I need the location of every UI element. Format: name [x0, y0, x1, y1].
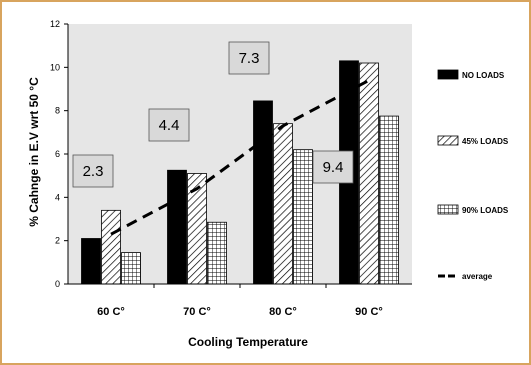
annotation-3: 7.3 [239, 50, 260, 67]
annotation-box-1 [72, 154, 114, 188]
bar-3-3 [293, 149, 313, 285]
y-tick-label-2: 2 [55, 236, 60, 246]
x-axis-label: Cooling Temperature [188, 335, 308, 349]
annotation-4: 9.4 [323, 159, 344, 176]
annotation-group: 2.3 4.4 7.3 9.4 [72, 41, 354, 188]
bar-1-1 [81, 238, 101, 285]
x-category-label-1: 60 C° [97, 306, 125, 318]
bar-3-1 [121, 252, 141, 285]
y-ticks-group: 0 2 4 6 8 10 12 [50, 19, 68, 289]
bar-2-1 [101, 209, 121, 285]
bar-1-3 [253, 100, 273, 285]
y-tick-label-5: 8 [55, 106, 60, 116]
legend-label-3: 90% LOADS [462, 206, 509, 215]
legend-swatch-3 [437, 204, 459, 215]
x-category-label-2: 70 C° [183, 306, 211, 318]
average-line-group [110, 79, 370, 236]
annotation-box-3 [228, 41, 270, 75]
x-category-label-4: 90 C° [355, 306, 383, 318]
annotation-box-4 [312, 150, 354, 184]
bar-3-4 [379, 115, 399, 285]
bars-group [81, 60, 399, 285]
average-line [110, 79, 370, 236]
legend: NO LOADS 45% LOADS 90% LOADS average [437, 69, 509, 281]
legend-swatch-1 [437, 69, 459, 80]
annotation-1: 2.3 [83, 163, 104, 180]
legend-swatch-2 [437, 135, 459, 146]
bar-1-2 [167, 169, 187, 285]
y-tick-label-7: 12 [50, 19, 60, 29]
annotation-2: 4.4 [159, 117, 180, 134]
y-axis-label: % Cahnge in E.V wrt 50 °C [27, 77, 41, 227]
legend-label-2: 45% LOADS [462, 137, 509, 146]
x-categories-group: 60 C° 70 C° 80 C° 90 C° [97, 284, 383, 318]
bar-2-3 [273, 123, 293, 285]
bar-2-4 [359, 62, 379, 285]
y-tick-label-3: 4 [55, 192, 60, 202]
x-category-label-3: 80 C° [269, 306, 297, 318]
y-tick-label-6: 10 [50, 62, 60, 72]
y-tick-label-4: 6 [55, 149, 60, 159]
y-tick-label-1: 0 [55, 279, 60, 289]
legend-label-average: average [462, 272, 493, 281]
legend-label-1: NO LOADS [462, 71, 505, 80]
bar-3-2 [207, 221, 227, 285]
annotation-box-2 [148, 108, 190, 142]
